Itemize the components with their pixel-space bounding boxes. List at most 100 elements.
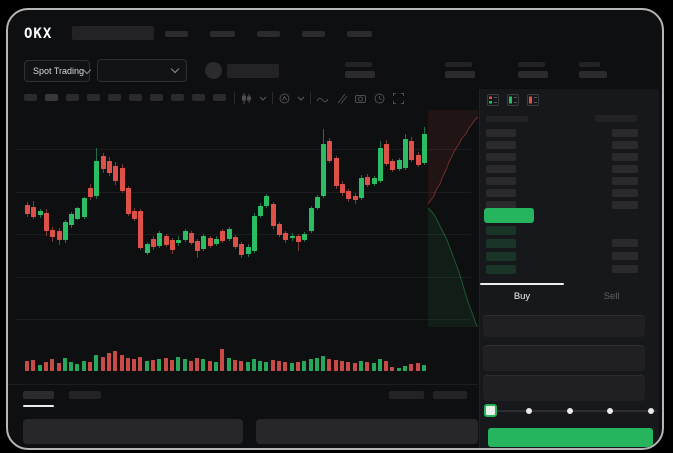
draw-tool-icon[interactable] [335,92,348,105]
ask-row-price[interactable] [486,153,516,161]
ask-row-amount[interactable] [612,201,638,209]
volume-bar [421,365,426,371]
filter-placeholder[interactable] [433,391,467,399]
candle [239,111,245,331]
pair-selector[interactable] [97,59,187,82]
gridline [16,319,471,320]
market-type-selector[interactable]: Spot Trading [24,60,92,82]
candle [214,111,219,331]
candle [163,111,169,331]
interval-button-placeholder[interactable] [192,94,205,101]
nav-item-placeholder[interactable] [302,31,325,37]
interval-button-placeholder[interactable] [129,94,142,101]
history-tab-placeholder[interactable] [69,391,101,399]
candle [119,111,125,331]
candle [302,111,308,331]
slider-stop-dot[interactable] [566,408,573,414]
ask-row-price[interactable] [486,141,516,149]
book-both-icon[interactable] [487,94,500,107]
volume-bar [195,358,200,371]
interval-button-placeholder[interactable] [66,94,79,101]
ask-row-price[interactable] [486,201,516,209]
nav-item-placeholder[interactable] [165,31,188,37]
clock-icon[interactable] [373,92,386,105]
ask-row-amount[interactable] [612,153,638,161]
amount-slider-track[interactable] [488,410,657,412]
volume-bar [138,357,143,371]
bid-row-amount[interactable] [612,265,638,273]
active-tab-underline [23,405,54,407]
ask-row-price[interactable] [486,177,516,185]
nav-item-placeholder[interactable] [257,31,280,37]
amount-input[interactable] [483,345,645,371]
chevron-down-icon[interactable] [258,95,271,108]
tab-buy[interactable]: Buy [513,291,531,302]
interval-button-placeholder[interactable] [171,94,184,101]
nav-item-placeholder[interactable] [210,31,235,37]
candle [289,111,295,331]
candle [151,111,156,331]
book-bids-icon[interactable] [507,94,520,107]
line-tool-icon[interactable] [316,93,329,106]
bid-row-price[interactable] [486,239,516,248]
interval-button-placeholder[interactable] [108,94,121,101]
camera-icon[interactable] [354,92,367,105]
candle [245,111,251,331]
interval-button-placeholder[interactable] [150,94,163,101]
filter-placeholder[interactable] [389,391,424,399]
candle [390,111,396,331]
ask-row-amount[interactable] [612,177,638,185]
volume-bar [415,363,420,371]
buy-submit-button[interactable] [488,428,653,447]
interval-button-placeholder[interactable] [213,94,226,101]
candle [100,111,106,331]
volume-bar [132,359,137,371]
volume-bar [163,358,168,371]
candle [220,111,226,331]
volume-bar [125,358,130,371]
buy-tab-indicator [480,283,564,285]
bid-row-amount[interactable] [612,252,638,260]
bid-row-amount[interactable] [612,239,638,247]
slider-stop-dot[interactable] [648,408,654,414]
ask-row-amount[interactable] [612,189,638,197]
candle [157,111,163,331]
amount-slider-handle[interactable] [484,404,497,417]
nav-search-placeholder[interactable] [72,26,154,40]
interval-button-placeholder[interactable] [87,94,100,101]
bid-row-price[interactable] [486,226,516,235]
volume-bar [321,356,326,371]
ask-row-amount[interactable] [612,129,638,137]
chevron-down-icon[interactable] [296,95,309,108]
candle [62,111,68,331]
candle [50,111,56,331]
candle [409,111,415,331]
ask-row-price[interactable] [486,165,516,173]
total-input[interactable] [483,375,645,401]
volume-bar [106,353,111,371]
volume-bar [365,362,370,371]
volume-bar [188,361,193,371]
volume-bar [340,361,344,371]
depth-asks-fill [428,110,478,204]
ask-row-amount[interactable] [612,165,638,173]
candle-style-icon[interactable] [240,92,253,105]
price-input[interactable] [483,315,645,337]
bid-row-price[interactable] [486,265,516,274]
book-asks-icon[interactable] [527,94,540,107]
orders-tab-placeholder[interactable] [23,391,54,399]
candle [371,111,377,331]
interval-button-placeholder[interactable] [24,94,37,101]
tab-sell[interactable]: Sell [603,291,620,302]
indicators-icon[interactable] [278,92,291,105]
ask-row-amount[interactable] [612,141,638,149]
bid-row-price[interactable] [486,252,516,261]
fullscreen-icon[interactable] [392,92,405,105]
candle [264,111,270,331]
ask-row-price[interactable] [486,189,516,197]
slider-stop-dot[interactable] [607,408,614,414]
slider-stop-dot[interactable] [525,408,532,414]
nav-item-placeholder[interactable] [347,31,372,37]
ask-row-price[interactable] [486,129,516,137]
interval-button-placeholder[interactable] [45,94,58,101]
